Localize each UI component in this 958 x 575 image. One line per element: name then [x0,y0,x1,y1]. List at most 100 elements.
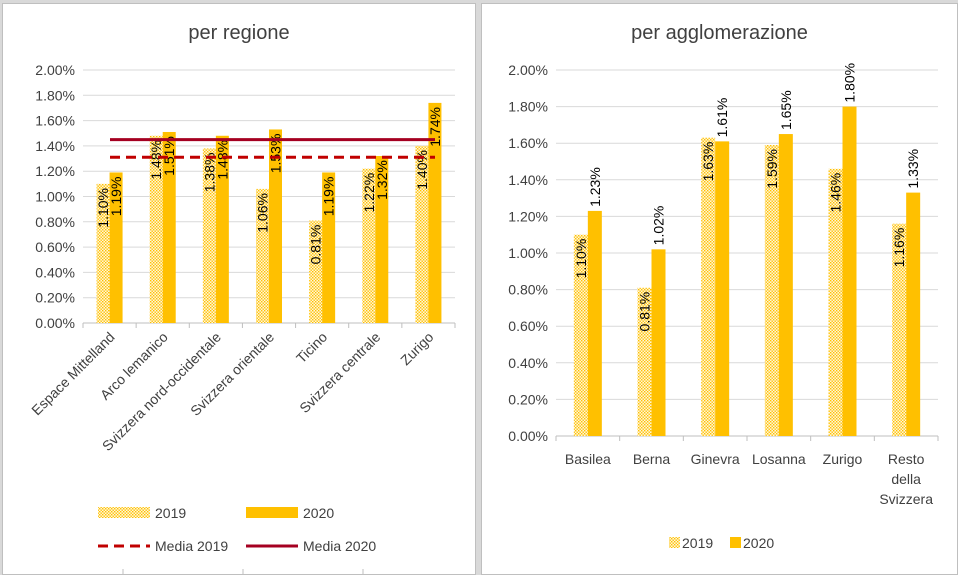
chart-panel-agglomerazione: per agglomerazione 0.00% 0.20% 0.40% 0.60% 0… [481,3,958,575]
y-tick-label: 2.00% [508,62,548,78]
bar-2019 [637,287,652,436]
bar-2019 [149,135,163,323]
label-2020: 1.23% [587,167,603,207]
bar-2019 [892,223,907,436]
label-2020: 1.74% [427,107,443,147]
bar-2020 [109,172,123,323]
category-label: Svizzera [879,491,933,507]
y-tick-label: 0.80% [35,214,75,230]
label-2019: 1.16% [891,228,907,268]
chart-panel-regione: per regione 0.00% 0.20% 0.40% 0.60% 0.80% 1.0… [2,3,476,575]
label-2020: 1.53% [268,134,284,174]
label-2020: 1.65% [778,90,794,130]
label-2019: 1.06% [255,193,271,233]
y-tick-label: 1.60% [508,135,548,151]
category-label: Espace Mittelland [28,329,117,418]
bar-2019 [701,137,716,436]
y-tick-label: 0.00% [35,315,75,331]
label-2019: 0.81% [308,225,324,265]
y-tick-label: 2.00% [35,62,75,78]
category-label: della [891,471,921,487]
bar-2020 [322,172,336,323]
bar-2020 [842,106,857,436]
bar-2019 [309,220,323,323]
y-tick-label: 0.20% [508,391,548,407]
label-2020: 1.33% [905,149,921,189]
bar-2020 [375,156,389,323]
y-tick-label: 1.80% [508,99,548,115]
y-tick-label: 1.20% [508,208,548,224]
label-2020: 1.61% [714,98,730,138]
label-2019: 1.10% [573,239,589,279]
chart-regione: 0.00% 0.20% 0.40% 0.60% 0.80% 1.00% 1.20% 1.40%… [28,62,456,574]
y-tick-label: 0.60% [35,239,75,255]
y-tick-label: 0.40% [508,355,548,371]
bar-2020 [906,192,921,436]
category-label: Resto [888,451,925,467]
legend-label-2019: 2019 [682,535,713,551]
label-2020: 1.02% [651,206,667,246]
label-2020: 1.19% [108,177,124,217]
y-tick-label: 1.20% [35,163,75,179]
category-label: Losanna [752,451,806,467]
bar-2019 [828,168,843,436]
label-2019: 1.48% [148,140,164,180]
legend-swatch-2020 [730,537,741,548]
label-2019: 1.10% [95,188,111,228]
bar-2019 [256,188,269,323]
y-tick-label: 1.40% [35,138,75,154]
category-label: Basilea [565,451,611,467]
y-tick-label: 1.00% [508,245,548,261]
legend-swatch-2020 [246,507,298,518]
legend-label-media-2019: Media 2019 [155,538,228,554]
chart-title-regione: per regione [188,22,290,44]
label-2019: 1.63% [700,142,716,182]
bar-2020 [651,249,666,436]
y-tick-label: 0.00% [508,428,548,444]
bar-2019 [96,183,110,323]
y-tick-label: 0.40% [35,264,75,280]
label-2019: 1.46% [828,173,844,213]
bar-2019 [362,168,376,323]
label-2020: 1.32% [374,160,390,200]
label-2020: 1.51% [161,136,177,176]
bar-2020 [778,134,793,437]
chart-agglomerazione: 0.00% 0.20% 0.40% 0.60% 0.80% 1.00% 1.20% 1.40%… [508,62,939,551]
y-tick-label: 0.80% [508,282,548,298]
legend-swatch-2019 [98,507,150,518]
category-label: Ginevra [691,451,740,467]
y-tick-label: 1.40% [508,172,548,188]
label-2019: 0.81% [637,292,653,332]
legend-label-2019: 2019 [155,505,186,521]
legend-label-2020: 2020 [743,535,774,551]
legend-swatch-2019 [669,537,680,548]
label-2020: 1.19% [321,177,337,217]
label-2020: 1.80% [842,63,858,103]
y-tick-label: 1.80% [35,87,75,103]
legend-label-2020: 2020 [303,505,334,521]
y-tick-label: 0.20% [35,290,75,306]
y-tick-label: 1.60% [35,113,75,129]
bar-2020 [269,129,282,323]
label-2019: 1.59% [764,149,780,189]
chart-title-agglomerazione: per agglomerazione [631,22,808,44]
bar-2020 [215,135,229,323]
bar-2019 [764,145,779,436]
category-label: Zurigo [823,451,863,467]
y-tick-label: 0.60% [508,318,548,334]
label-2019: 1.22% [361,173,377,213]
bar-2020 [715,141,730,436]
legend-label-media-2020: Media 2020 [303,538,376,554]
bar-2020 [587,210,602,436]
label-2019: 1.38% [201,153,217,193]
bar-2020 [162,131,176,323]
category-label: Zurigo [397,329,437,369]
category-label: Ticino [293,329,331,367]
bar-2019 [415,145,429,323]
bar-2019 [202,148,216,323]
category-label: Berna [633,451,671,467]
y-tick-label: 1.00% [35,189,75,205]
bar-2019 [573,234,588,436]
label-2020: 1.48% [214,140,230,180]
label-2019: 1.40% [414,150,430,190]
